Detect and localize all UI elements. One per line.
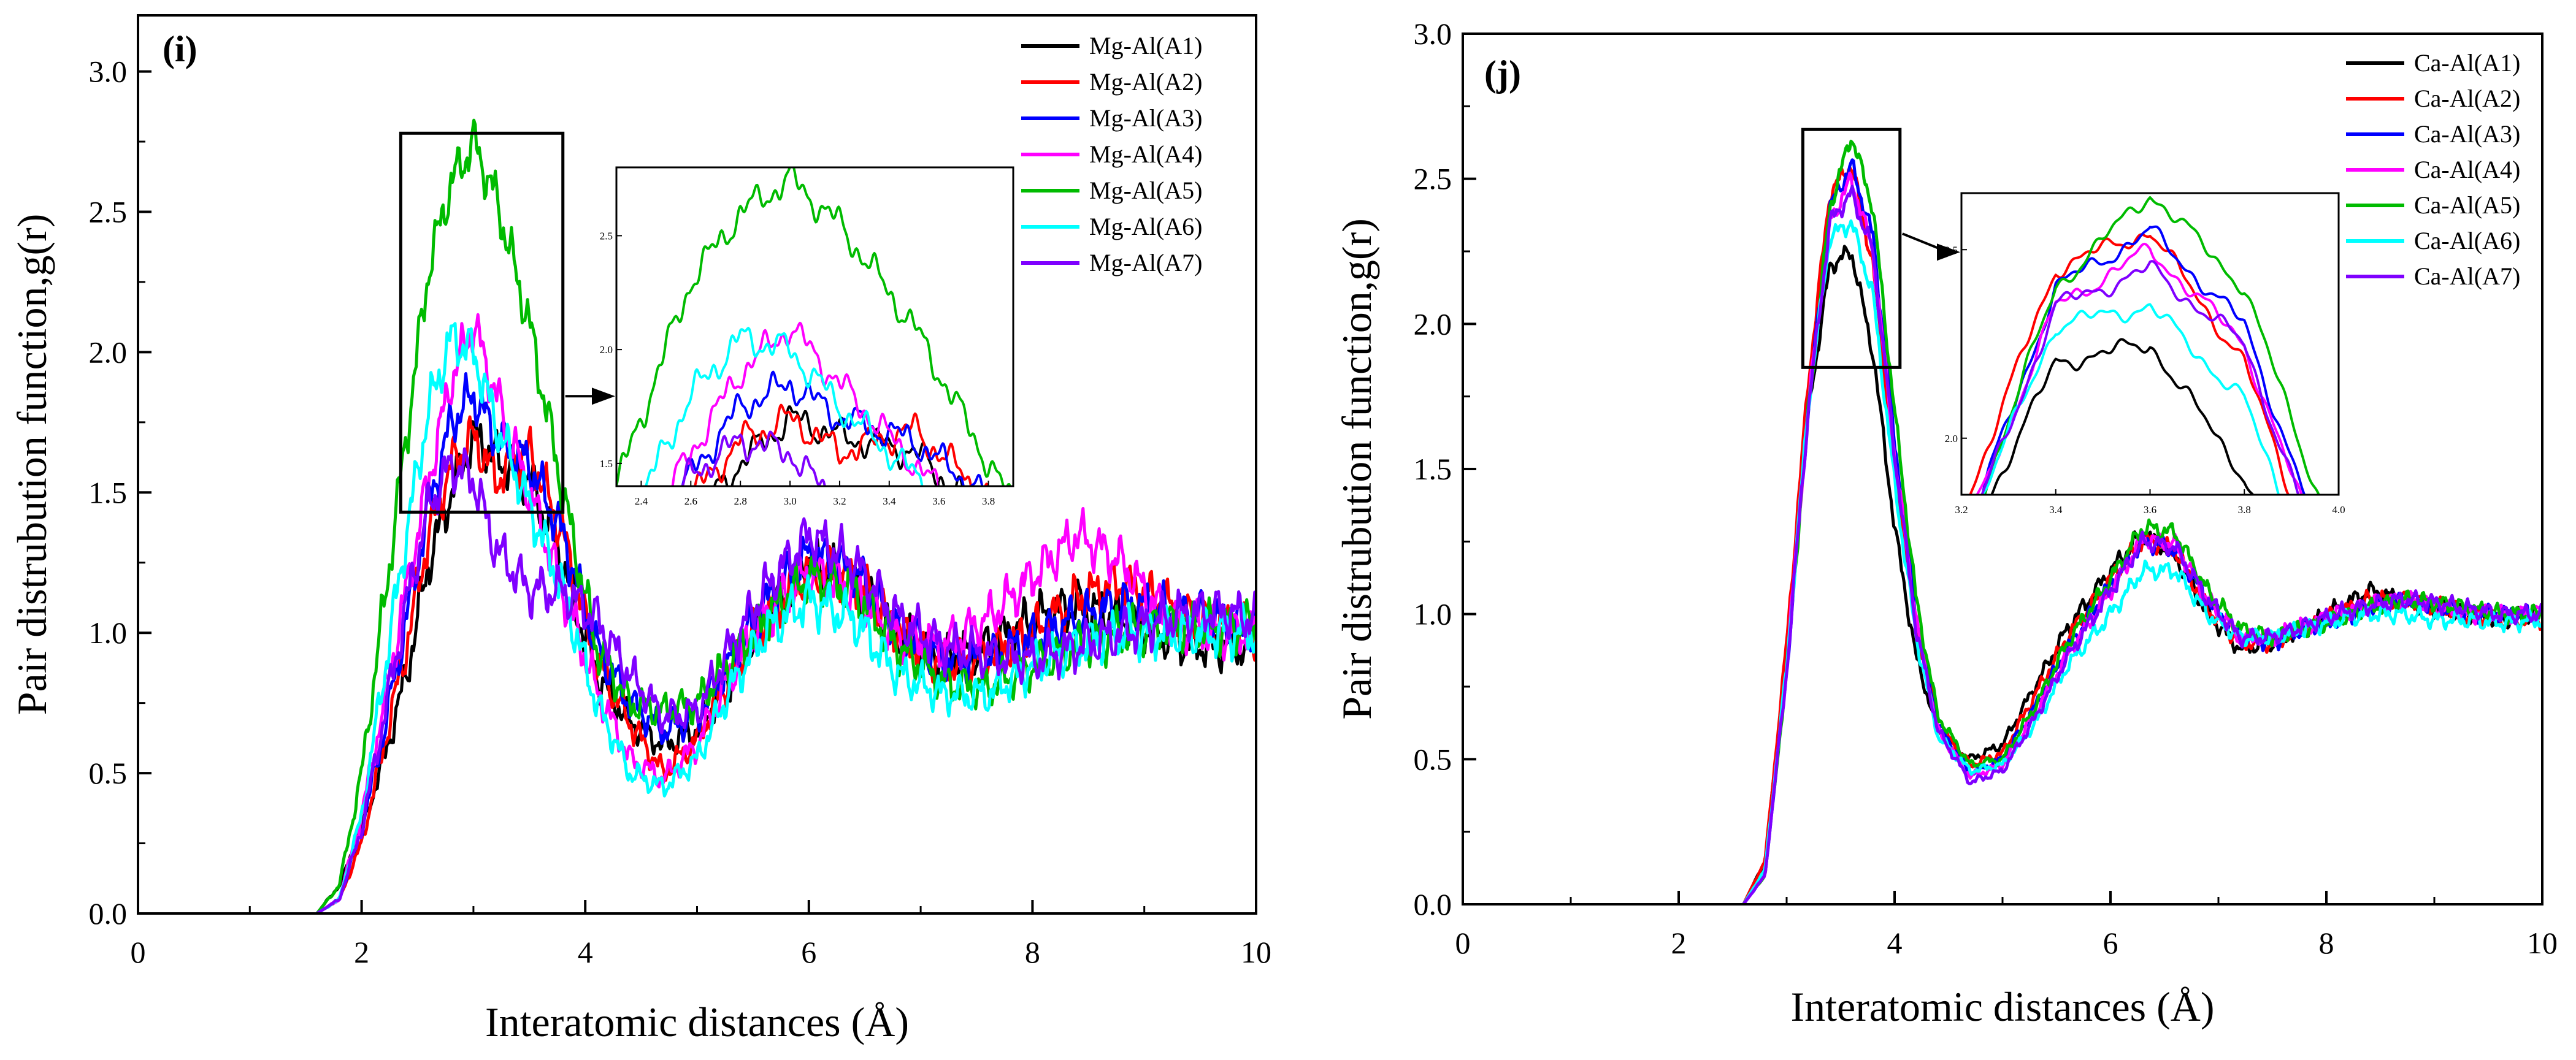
legend-label: Mg-Al(A3) (1089, 104, 1202, 132)
y-tick-label: 1.0 (1414, 597, 1452, 631)
series-group (1742, 139, 2542, 904)
series-line-a7 (1742, 185, 2542, 904)
x-tick-label: 2 (354, 935, 369, 969)
series-group (315, 118, 1256, 913)
x-tick-label: 8 (2319, 926, 2334, 960)
x-tick-label: 6 (801, 935, 816, 969)
series-line-a7 (316, 447, 1256, 913)
y-axis-title: Pair distrubution function,g(r) (9, 214, 55, 715)
inset-x-tick-label: 3.4 (2049, 504, 2063, 516)
panel-label: (i) (163, 29, 197, 69)
inset-series-line-a3 (1980, 225, 2306, 495)
y-tick-label: 1.5 (89, 475, 128, 509)
inset-x-tick-label: 3.6 (932, 495, 945, 507)
x-tick-label: 0 (1455, 926, 1471, 960)
y-tick-label: 0.5 (89, 756, 128, 790)
inset-x-tick-label: 3.8 (982, 495, 995, 507)
legend: Ca-Al(A1) Ca-Al(A2) Ca-Al(A3) Ca-Al(A4) Ca-A… (2346, 49, 2520, 290)
series-line-a2 (316, 415, 1256, 913)
legend-label: Ca-Al(A3) (2414, 120, 2520, 148)
inset-y-tick-label: 2.0 (600, 344, 613, 356)
inset-y-tick-label: 1.5 (600, 458, 613, 470)
y-axis-title: Pair distrubution function,g(r) (1333, 218, 1380, 720)
inset-series-line-a6 (1980, 303, 2280, 495)
legend-label: Ca-Al(A1) (2414, 49, 2520, 77)
inset-series-line-a7 (1980, 260, 2300, 495)
x-tick-label: 8 (1025, 935, 1040, 969)
inset-series-line-a4 (671, 321, 940, 486)
inset-series-line-a5 (1984, 196, 2320, 495)
legend-label: Mg-Al(A7) (1089, 249, 1202, 276)
x-tick-label: 2 (1671, 926, 1687, 960)
inset-x-tick-label: 3.8 (2238, 504, 2251, 516)
y-tick-label: 2.5 (89, 194, 128, 229)
y-tick-label: 2.5 (1414, 162, 1452, 196)
y-tick-label: 2.0 (1414, 307, 1452, 341)
inset-frame (615, 166, 1014, 487)
inset-series-line-a6 (644, 327, 924, 486)
inset-x-tick-label: 3.6 (2144, 504, 2156, 516)
inset-x-tick-label: 2.8 (734, 495, 747, 507)
inset-series-line-a7 (681, 430, 826, 486)
series-line-a6 (1742, 219, 2542, 904)
legend-label: Ca-Al(A6) (2414, 227, 2520, 254)
y-tick-label: 1.5 (1414, 452, 1452, 486)
chart-panel-j: 0 2 4 6 8 10 0.0 0.5 1.0 1.5 2.0 2.5 3.0 Interatomic … (1333, 17, 2558, 1030)
inset-y-tick-label: 2.0 (1945, 433, 1958, 444)
inset-x-tick-label: 4.0 (2332, 504, 2345, 516)
legend-label: Ca-Al(A7) (2414, 262, 2520, 290)
zoom-source-box (399, 131, 565, 514)
inset-series-line-a5 (616, 167, 1011, 486)
y-tick-label: 3.0 (1414, 17, 1452, 51)
inset-chart: 3.23.43.63.84.02.02.5 (1945, 192, 2345, 516)
series-line-a3 (316, 372, 1256, 913)
inset-series-group (616, 167, 1011, 486)
zoom-arrow-head (592, 387, 615, 405)
legend-label: Ca-Al(A2) (2414, 85, 2520, 112)
inset-series-line-a3 (681, 370, 984, 486)
x-tick-label: 4 (1887, 926, 1903, 960)
x-tick-label: 6 (2103, 926, 2118, 960)
inset-chart: 2.4 2.6 2.8 3.0 3.2 3.4 3.6 3.8 1.5 2.0 2.5 (600, 166, 1014, 507)
inset-series-line-a1 (1990, 338, 2255, 495)
legend-label: Mg-Al(A5) (1089, 177, 1202, 204)
y-tick-label: 0.0 (89, 896, 128, 931)
y-tick-label: 2.0 (89, 335, 128, 369)
x-tick-label: 0 (131, 935, 146, 969)
inset-x-tick-label: 2.4 (635, 495, 648, 507)
inset-series-line-a1 (713, 405, 964, 486)
x-tick-label: 10 (1241, 935, 1271, 969)
y-tick-label: 3.0 (89, 55, 128, 89)
zoom-arrow-head (1937, 243, 1960, 261)
x-tick-label: 10 (2527, 926, 2558, 960)
y-tick-label: 0.5 (1414, 742, 1452, 776)
inset-y-tick-label: 2.5 (600, 230, 613, 242)
x-axis-title: Interatomic distances (Å) (1790, 983, 2214, 1030)
inset-series-line-a2 (1969, 233, 2290, 495)
inset-x-tick-label: 2.6 (684, 495, 697, 507)
y-tick-label: 0.0 (1414, 887, 1452, 921)
inset-series-group (1969, 196, 2320, 495)
zoom-source-box (1801, 128, 1902, 369)
chart-panel-i: 0 2 4 6 8 10 0.0 0.5 1.0 1.5 2.0 2.5 3.0 Interatomic … (9, 14, 1271, 1045)
legend-label: Mg-Al(A1) (1089, 32, 1202, 59)
inset-x-tick-label: 3.2 (833, 495, 846, 507)
legend-label: Mg-Al(A2) (1089, 68, 1202, 96)
legend-label: Ca-Al(A5) (2414, 191, 2520, 219)
inset-x-tick-label: 3.4 (883, 495, 896, 507)
legend: Mg-Al(A1) Mg-Al(A2) Mg-Al(A3) Mg-Al(A4) Mg-A… (1021, 32, 1202, 276)
panel-label: (j) (1484, 53, 1521, 94)
legend-label: Mg-Al(A4) (1089, 140, 1202, 168)
inset-x-tick-label: 3.0 (783, 495, 796, 507)
inset-x-tick-label: 3.2 (1955, 504, 1968, 516)
x-tick-label: 4 (578, 935, 593, 969)
y-tick-label: 1.0 (89, 616, 128, 650)
x-axis-title: Interatomic distances (Å) (485, 999, 909, 1045)
legend-label: Mg-Al(A6) (1089, 213, 1202, 240)
legend-label: Ca-Al(A4) (2414, 156, 2520, 183)
